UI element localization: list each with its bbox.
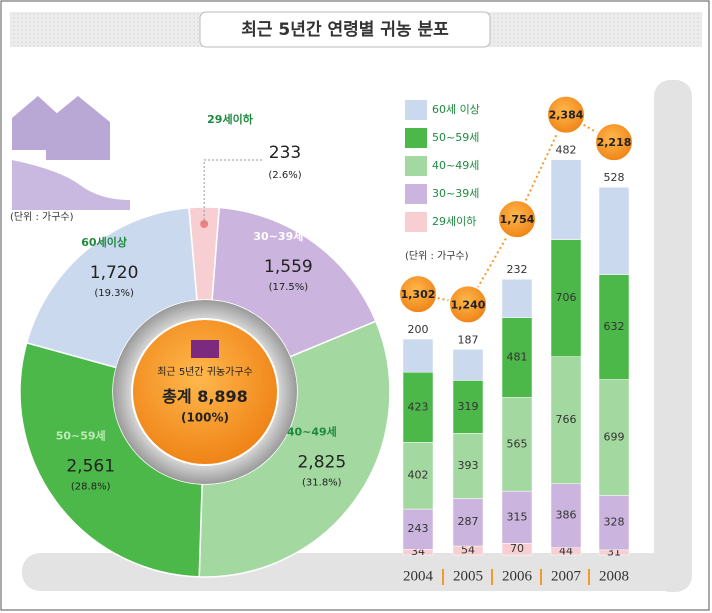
bar-segment	[501, 490, 533, 544]
segment-label: 393	[458, 459, 479, 472]
segment-label: 766	[556, 413, 577, 426]
leader-line	[203, 159, 262, 225]
house-icon	[12, 96, 130, 210]
total-label: 1,302	[401, 288, 436, 301]
bar-segment	[402, 508, 434, 550]
segment-label: 481	[507, 351, 528, 364]
legend-swatch	[405, 212, 427, 232]
x-tick-label: 2007	[551, 568, 582, 584]
base-band	[22, 553, 692, 591]
total-value: 8,898	[197, 387, 248, 406]
x-tick-label: 2005	[453, 568, 483, 584]
value-label: 2,561	[66, 456, 115, 476]
legend-swatch	[405, 184, 427, 204]
segment-label: 565	[507, 437, 528, 450]
segment-label: 187	[458, 333, 479, 346]
bar-segment	[501, 317, 533, 398]
segment-label: 200	[408, 323, 429, 336]
bar-segment	[550, 483, 582, 548]
total-label: 2,218	[597, 136, 632, 149]
bar-segment	[598, 274, 630, 380]
x-tick-label: 2004	[403, 568, 434, 584]
segment-label: 232	[507, 263, 528, 276]
total-title: 총계	[162, 387, 191, 406]
bar-segment	[452, 349, 484, 381]
category-label: 60세이상	[81, 235, 127, 249]
category-label: 50~59세	[56, 428, 106, 442]
bar-segment	[452, 498, 484, 547]
percent-label: (17.5%)	[269, 282, 309, 293]
segment-label: 243	[408, 522, 429, 535]
percent-label: (2.6%)	[268, 170, 301, 181]
segment-label: 699	[604, 431, 625, 444]
segment-label: 315	[507, 510, 528, 523]
percent-label: (31.8%)	[302, 478, 342, 489]
percent-label: (19.3%)	[94, 288, 134, 299]
category-label: 29세이하	[207, 112, 254, 126]
title: 최근 5년간 연령별 귀농 분포	[241, 19, 449, 40]
legend-label: 40~49세	[432, 159, 479, 172]
total-label: 1,240	[451, 298, 486, 311]
bar-segment	[598, 186, 630, 275]
legend-swatch	[405, 128, 427, 148]
total-bubble	[546, 94, 586, 135]
value-label: 1,720	[90, 263, 139, 283]
total-bubble	[448, 284, 488, 325]
category-label: 30~39세	[253, 229, 303, 243]
percent-label: (28.8%)	[71, 481, 111, 492]
total-label: 2,384	[549, 109, 584, 122]
segment-label: 528	[604, 171, 625, 184]
segment-label: 706	[556, 291, 577, 304]
total-bubble	[497, 199, 537, 240]
legend-label: 29세이하	[432, 214, 476, 228]
total-label: 1,754	[500, 213, 535, 226]
center-caption: 최근 5년간 귀농가구수	[157, 366, 253, 378]
x-tick-label: 2006	[502, 568, 533, 584]
side-band	[654, 80, 692, 592]
value-label: 233	[269, 143, 301, 163]
bar-segment	[402, 338, 434, 373]
segment-label: 328	[604, 516, 625, 529]
bar-segment	[550, 239, 582, 357]
segment-label: 70	[510, 542, 524, 555]
value-label: 2,825	[297, 453, 346, 473]
bar-segment	[550, 356, 582, 484]
value-label: 1,559	[264, 257, 313, 277]
unit-label: (단위 : 가구수)	[10, 210, 74, 223]
bar-segment	[501, 278, 533, 318]
bar-segment	[402, 442, 434, 510]
center-icon	[191, 340, 219, 358]
center-percent: (100%)	[181, 411, 229, 425]
segment-label: 423	[408, 400, 429, 413]
bar-segment	[402, 372, 434, 443]
segment-label: 632	[604, 320, 625, 333]
x-tick-label: 2008	[599, 568, 629, 584]
bar-segment	[501, 397, 533, 492]
segment-label: 54	[461, 544, 475, 557]
legend-label: 30~39세	[432, 187, 479, 200]
bar-segment	[598, 379, 630, 496]
segment-label: 386	[556, 509, 577, 522]
bar-segment	[452, 380, 484, 434]
center-disc	[131, 318, 279, 466]
title-box	[199, 11, 491, 48]
bar-segment	[550, 159, 582, 240]
category-label: 40~49세	[287, 425, 337, 439]
segment-label: 287	[458, 515, 479, 528]
bar-segment	[598, 495, 630, 551]
segment-label: 319	[458, 400, 479, 413]
unit-label: (단위 : 가구수)	[405, 249, 469, 262]
legend-label: 50~59세	[432, 131, 479, 144]
legend-swatch	[405, 156, 427, 176]
bar-segment	[452, 433, 484, 499]
total-bubble	[594, 122, 634, 163]
segment-label: 482	[556, 144, 577, 157]
legend-label: 60세 이상	[432, 103, 480, 116]
center-total: 총계 8,898	[162, 387, 248, 406]
segment-label: 402	[408, 469, 429, 482]
legend-swatch	[405, 100, 427, 120]
total-bubble	[398, 274, 438, 315]
